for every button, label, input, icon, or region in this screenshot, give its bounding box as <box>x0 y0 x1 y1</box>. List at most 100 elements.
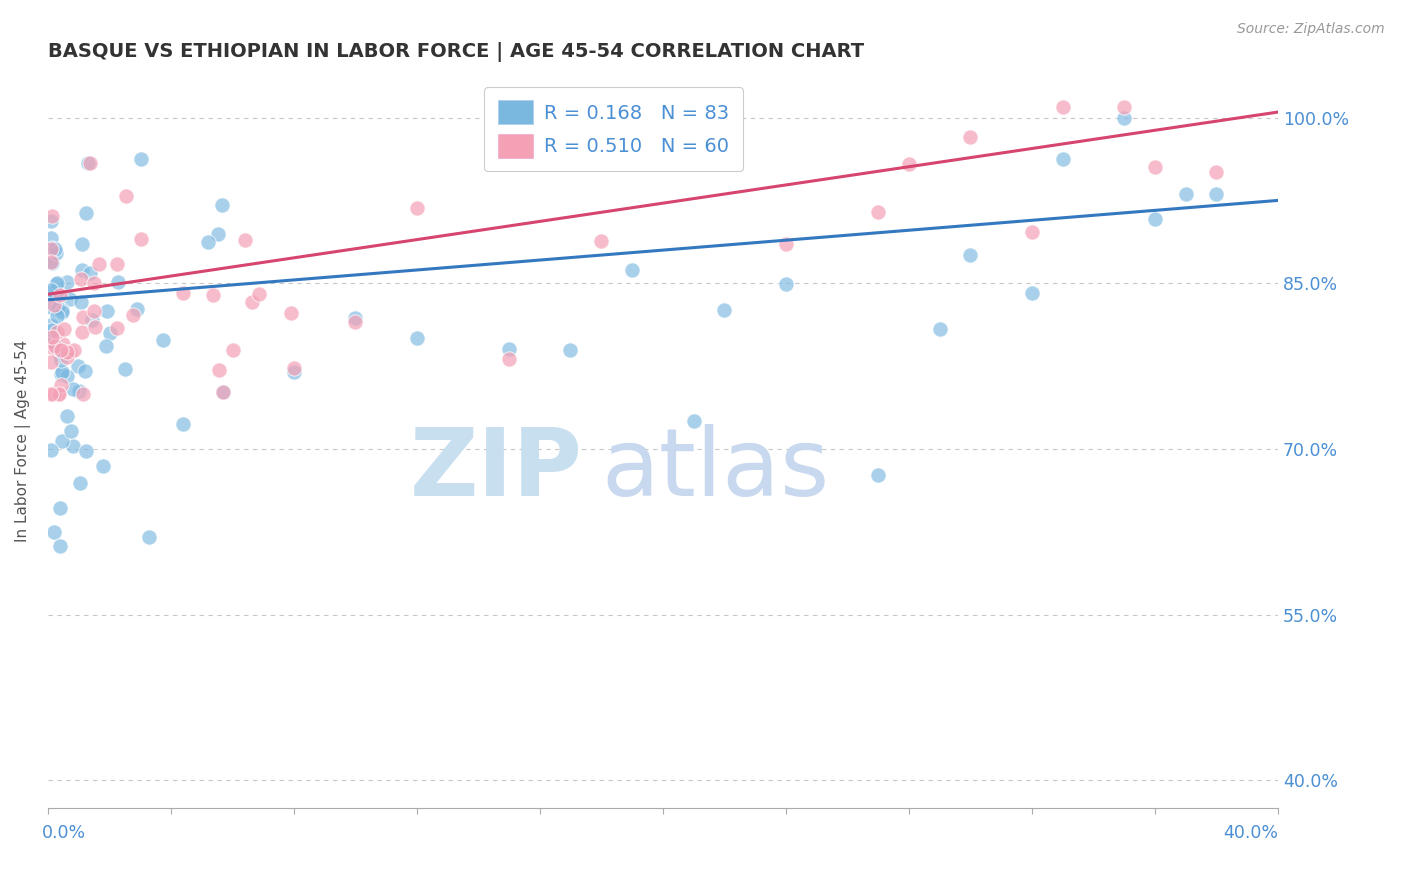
Point <box>897 156 920 170</box>
Point <box>39 442 62 457</box>
Text: BASQUE VS ETHIOPIAN IN LABOR FORCE | AGE 45-54 CORRELATION CHART: BASQUE VS ETHIOPIAN IN LABOR FORCE | AGE… <box>48 42 863 62</box>
Point <box>208 363 231 377</box>
Point <box>866 468 889 483</box>
Point <box>39 354 62 368</box>
Point <box>49 343 72 357</box>
Point <box>620 263 643 277</box>
Text: 40.0%: 40.0% <box>1223 824 1278 842</box>
Point <box>775 236 797 251</box>
Point <box>48 500 70 515</box>
Point <box>1205 187 1227 202</box>
Point <box>172 285 194 300</box>
Point <box>233 233 256 247</box>
Point <box>83 320 105 334</box>
Point <box>41 334 63 348</box>
Point <box>66 359 89 373</box>
Point <box>96 304 118 318</box>
Point <box>56 369 79 384</box>
Point <box>44 298 66 312</box>
Point <box>46 285 69 300</box>
Point <box>52 337 75 351</box>
Point <box>280 306 302 320</box>
Point <box>1112 112 1135 126</box>
Text: ZIP: ZIP <box>411 424 583 516</box>
Point <box>83 303 105 318</box>
Point <box>114 362 136 376</box>
Point <box>98 326 121 341</box>
Point <box>60 425 83 439</box>
Point <box>498 351 520 366</box>
Point <box>44 339 66 353</box>
Point <box>39 242 62 256</box>
Point <box>131 232 153 246</box>
Point <box>51 377 73 392</box>
Point <box>1052 99 1074 113</box>
Point <box>1143 211 1166 226</box>
Point <box>201 288 224 302</box>
Point <box>107 257 129 271</box>
Point <box>207 227 229 242</box>
Point <box>1143 161 1166 175</box>
Point <box>91 458 114 473</box>
Point <box>79 266 101 280</box>
Point <box>41 241 63 255</box>
Point <box>105 321 128 335</box>
Point <box>48 346 70 360</box>
Point <box>89 257 111 271</box>
Point <box>55 350 77 364</box>
Point <box>152 333 174 347</box>
Point <box>51 353 73 368</box>
Text: 0.0%: 0.0% <box>42 824 86 842</box>
Point <box>39 255 62 269</box>
Point <box>344 310 367 325</box>
Point <box>39 285 62 299</box>
Point <box>63 343 86 358</box>
Point <box>49 288 72 302</box>
Point <box>51 303 73 318</box>
Point <box>62 440 84 454</box>
Point <box>41 330 63 344</box>
Point <box>51 365 73 379</box>
Point <box>56 409 79 423</box>
Point <box>75 205 97 219</box>
Point <box>1174 186 1197 201</box>
Text: atlas: atlas <box>602 424 830 516</box>
Point <box>211 198 233 212</box>
Point <box>713 302 735 317</box>
Point <box>69 271 91 285</box>
Point <box>928 321 950 335</box>
Point <box>83 276 105 290</box>
Point <box>172 417 194 431</box>
Point <box>49 539 72 553</box>
Point <box>45 301 67 316</box>
Point <box>48 301 70 315</box>
Point <box>682 413 704 427</box>
Point <box>79 155 101 169</box>
Point <box>138 530 160 544</box>
Point <box>41 209 63 223</box>
Point <box>45 337 67 351</box>
Point <box>197 235 219 249</box>
Point <box>405 331 427 345</box>
Point <box>107 275 129 289</box>
Point <box>67 384 90 398</box>
Point <box>45 277 67 291</box>
Point <box>122 308 145 322</box>
Point <box>56 344 79 359</box>
Point <box>56 275 79 289</box>
Point <box>82 313 104 327</box>
Point <box>125 302 148 317</box>
Point <box>72 310 94 324</box>
Point <box>45 276 67 290</box>
Point <box>39 386 62 401</box>
Point <box>42 386 65 401</box>
Point <box>283 360 305 375</box>
Point <box>222 343 245 357</box>
Point <box>959 130 981 145</box>
Point <box>1112 99 1135 113</box>
Point <box>39 230 62 244</box>
Point <box>72 386 94 401</box>
Point <box>405 201 427 215</box>
Point <box>41 256 63 270</box>
Point <box>75 444 97 458</box>
